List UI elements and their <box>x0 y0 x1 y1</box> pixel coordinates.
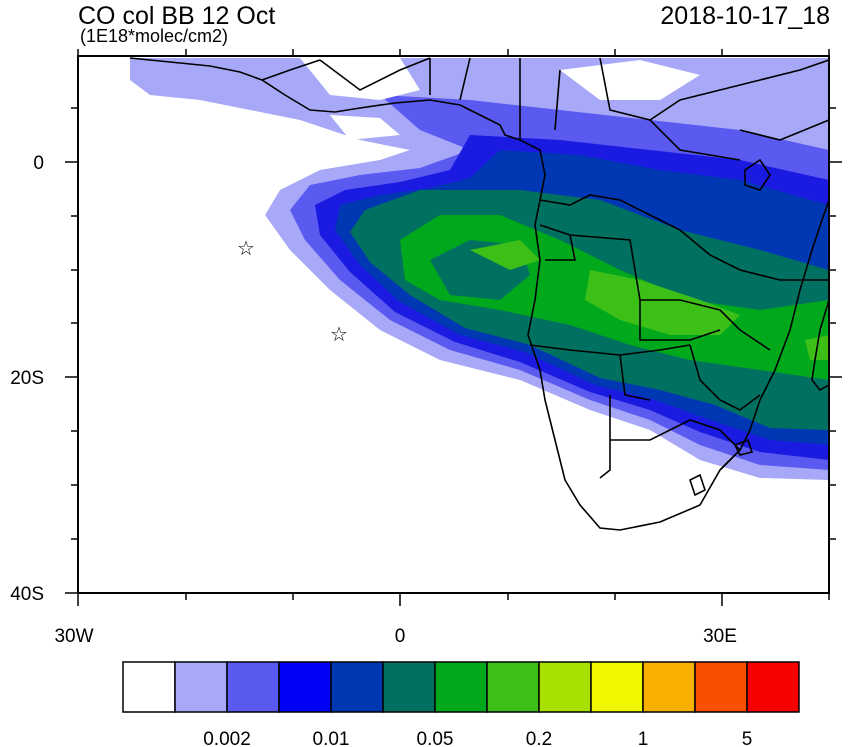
map-title: CO col BB 12 Oct <box>78 2 276 30</box>
colorbar-swatch <box>226 661 280 713</box>
plume-level-7 <box>585 270 740 335</box>
lon-label-0: 0 <box>395 626 406 647</box>
colorbar-swatch <box>382 661 436 713</box>
west-africa-coast <box>129 57 829 531</box>
colorbar-swatch <box>122 661 176 713</box>
colorbar-swatch <box>174 661 228 713</box>
map-units: (1E18*molec/cm2) <box>80 26 229 46</box>
lon-label-30w: 30W <box>54 626 93 647</box>
gap-3 <box>330 115 400 140</box>
coastlines <box>129 57 829 531</box>
lat-label-40s: 40S <box>10 584 44 605</box>
axis-ticks <box>65 49 842 606</box>
colorbar-label: 0.05 <box>417 729 454 747</box>
colorbar-swatch <box>746 661 800 713</box>
borders-north <box>261 57 829 161</box>
borders-central <box>529 194 829 411</box>
map-timestamp: 2018-10-17_18 <box>660 2 830 30</box>
colorbar-label: 0.002 <box>203 729 251 747</box>
madagascar <box>811 299 829 392</box>
plume-level-7b <box>470 240 540 270</box>
colorbar-swatch <box>330 661 384 713</box>
colorbar-swatch <box>642 661 696 713</box>
colorbar: 0.002 0.01 0.05 0.2 1 5 <box>122 661 800 747</box>
colorbar-label: 0.2 <box>526 729 552 747</box>
borders-south <box>599 395 754 497</box>
lake-victoria <box>744 158 771 191</box>
lon-label-30e: 30E <box>703 626 737 647</box>
plot-frame <box>77 55 830 594</box>
colorbar-label: 0.01 <box>313 729 350 747</box>
colorbar-swatch <box>590 661 644 713</box>
colorbar-swatch <box>486 661 540 713</box>
station-marker-1: ☆ <box>237 236 255 260</box>
colorbar-label: 5 <box>742 729 753 747</box>
station-marker-2: ☆ <box>330 322 348 346</box>
colorbar-swatch <box>278 661 332 713</box>
lat-label-20s: 20S <box>10 368 44 389</box>
gap-2 <box>560 60 700 100</box>
co-plume <box>130 58 829 480</box>
colorbar-swatch <box>434 661 488 713</box>
lat-label-0: 0 <box>33 153 44 174</box>
colorbar-swatch <box>538 661 592 713</box>
colorbar-label: 1 <box>638 729 649 747</box>
colorbar-swatch <box>694 661 748 713</box>
